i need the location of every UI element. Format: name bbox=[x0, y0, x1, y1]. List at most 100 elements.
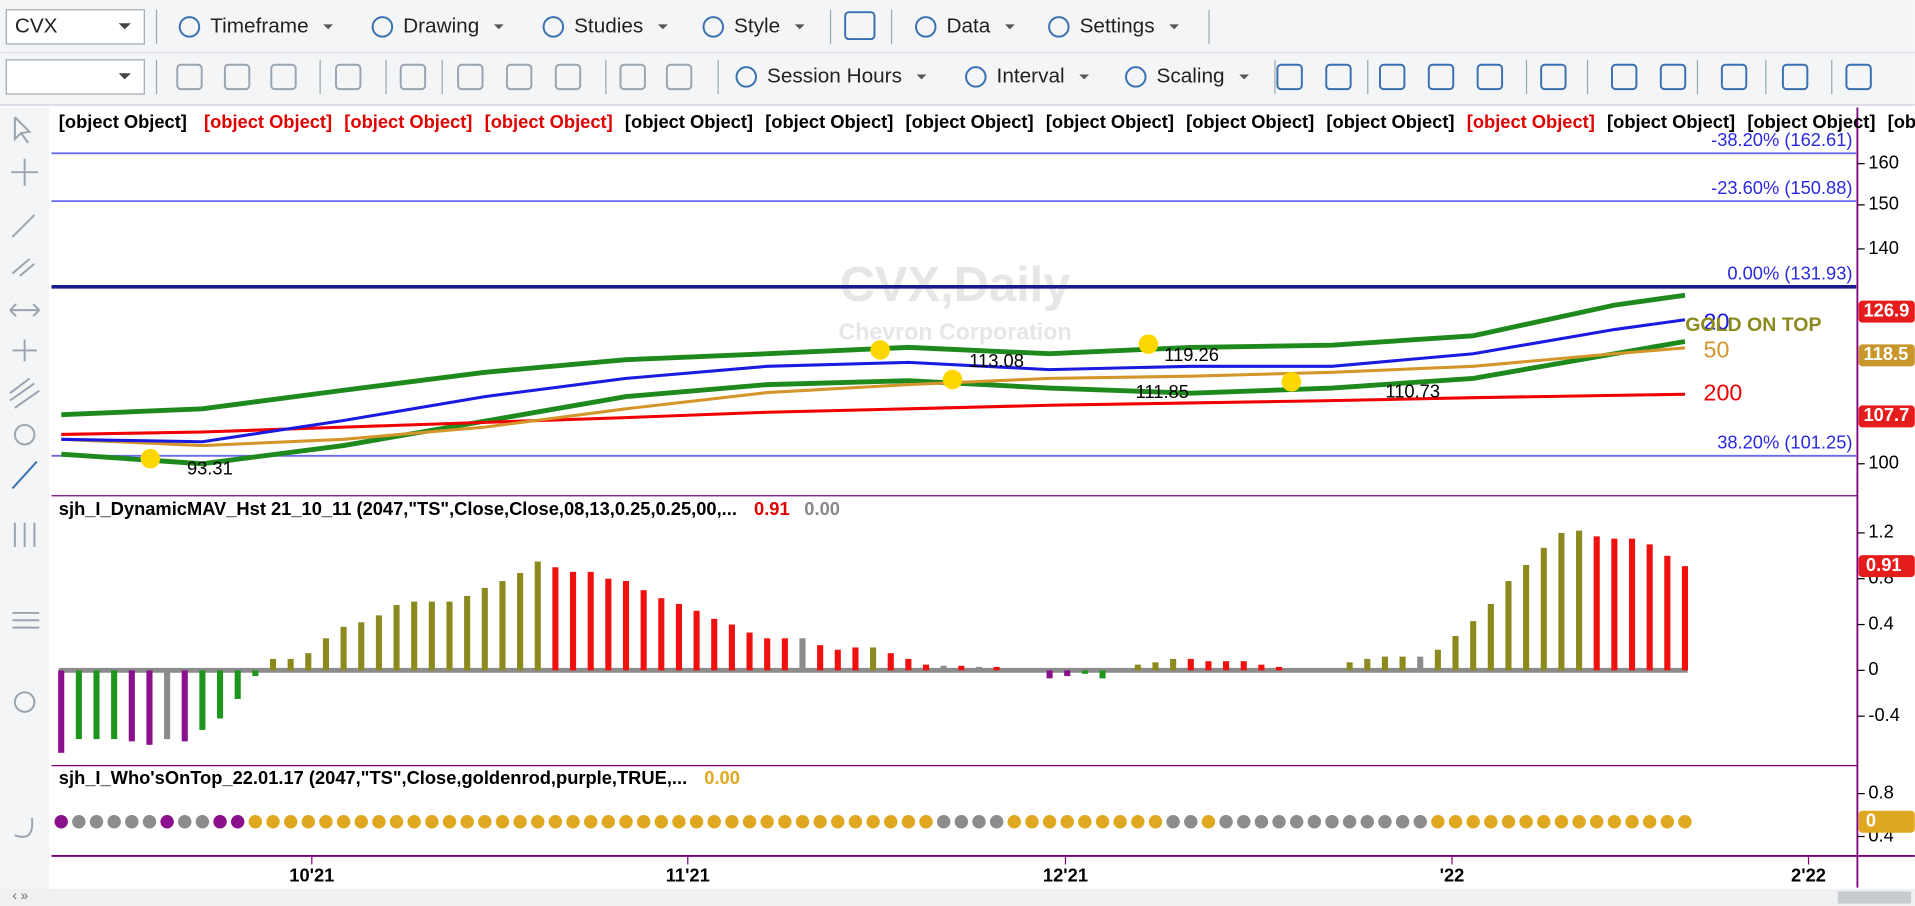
tool-icon[interactable] bbox=[11, 158, 39, 186]
menu-icon[interactable] bbox=[1048, 16, 1070, 38]
histogram-bar bbox=[146, 670, 153, 745]
tool-icon[interactable] bbox=[11, 258, 36, 277]
menu-icon[interactable] bbox=[178, 16, 201, 38]
dropdown-arrow bbox=[323, 24, 334, 30]
tool-icon[interactable] bbox=[1659, 63, 1687, 91]
histogram-bar bbox=[1487, 603, 1494, 671]
state-dot bbox=[795, 815, 810, 829]
dropdown-arrow bbox=[493, 24, 504, 30]
menu-icon[interactable] bbox=[702, 16, 725, 38]
state-dot bbox=[831, 815, 845, 829]
menu-icon[interactable] bbox=[965, 66, 987, 88]
histogram-bar bbox=[1399, 656, 1406, 671]
tool-icon[interactable] bbox=[13, 423, 36, 446]
tool-icon[interactable] bbox=[13, 691, 36, 713]
state-dot bbox=[866, 815, 880, 829]
tool-icon[interactable] bbox=[505, 63, 533, 91]
tool-icon[interactable] bbox=[1781, 63, 1809, 91]
state-dot bbox=[778, 815, 792, 829]
menu-item[interactable]: Data bbox=[947, 14, 991, 37]
histogram-bar bbox=[799, 638, 806, 671]
menu-icon[interactable] bbox=[371, 16, 394, 38]
menu-icon[interactable] bbox=[1125, 66, 1147, 88]
state-dot bbox=[1131, 815, 1145, 829]
tool-icon[interactable] bbox=[12, 339, 37, 362]
state-dot bbox=[1060, 815, 1074, 829]
value-marker-label: 0.91 bbox=[1866, 554, 1902, 575]
state-dot bbox=[230, 815, 245, 829]
histogram-bar bbox=[358, 622, 365, 671]
tool-icon[interactable] bbox=[457, 63, 484, 91]
tool-icon[interactable] bbox=[619, 63, 646, 91]
histogram-bar bbox=[1011, 668, 1018, 671]
scrollbar[interactable] bbox=[0, 888, 1915, 906]
left-tools bbox=[9, 116, 40, 838]
indicator-value: 0.91 bbox=[754, 498, 790, 519]
tool-icon[interactable] bbox=[1610, 63, 1638, 91]
histogram-bar bbox=[287, 658, 294, 671]
histogram-bar bbox=[1417, 656, 1424, 671]
state-dot bbox=[89, 815, 104, 829]
value-marker bbox=[1858, 810, 1915, 833]
state-dot bbox=[566, 815, 580, 829]
tool-icon[interactable] bbox=[1378, 63, 1406, 91]
histogram-bar bbox=[975, 666, 983, 671]
price-marker bbox=[1858, 405, 1915, 428]
layout-icon[interactable] bbox=[844, 11, 876, 41]
tool-icon[interactable] bbox=[1427, 63, 1455, 91]
tool-icon[interactable] bbox=[11, 214, 36, 238]
menu-icon[interactable] bbox=[542, 16, 565, 38]
tool-icon[interactable] bbox=[1325, 63, 1352, 91]
tool-icon[interactable] bbox=[9, 303, 40, 317]
tool-icon[interactable] bbox=[1476, 63, 1504, 91]
state-dot bbox=[372, 815, 386, 829]
fib-label: 0.00% (131.93) bbox=[1727, 262, 1852, 283]
scroll-arrows[interactable]: ‹ » bbox=[12, 888, 28, 903]
menu-item[interactable]: Settings bbox=[1080, 14, 1155, 37]
histogram-bar bbox=[464, 595, 471, 671]
tool-icon[interactable] bbox=[1540, 63, 1567, 91]
header-item: [object Object] bbox=[204, 111, 332, 132]
state-dot bbox=[1078, 815, 1092, 829]
tool-icon[interactable] bbox=[1845, 63, 1872, 91]
menu-item[interactable]: Studies bbox=[574, 14, 643, 37]
histogram-bar bbox=[1470, 621, 1477, 671]
tool-icon[interactable] bbox=[554, 63, 582, 91]
state-dot bbox=[1113, 815, 1127, 829]
scroll-thumb[interactable] bbox=[1837, 891, 1912, 904]
menu-item[interactable]: Session Hours bbox=[767, 64, 902, 87]
tool-icon[interactable] bbox=[14, 817, 34, 838]
histogram-bar bbox=[1576, 530, 1583, 671]
tool-icon[interactable] bbox=[12, 611, 40, 629]
tool-icon[interactable] bbox=[13, 522, 36, 548]
y-tick-label: 0 bbox=[1868, 658, 1878, 679]
tool-icon[interactable] bbox=[176, 63, 203, 91]
tool-icon[interactable] bbox=[11, 460, 38, 490]
tool-icon[interactable] bbox=[9, 377, 40, 409]
menu-item[interactable]: Style bbox=[734, 14, 780, 37]
tool-icon[interactable] bbox=[1276, 63, 1303, 91]
menu-item[interactable]: Interval bbox=[997, 64, 1065, 87]
symbol-box[interactable] bbox=[5, 9, 145, 45]
state-dot bbox=[301, 815, 316, 829]
menu-item[interactable]: Scaling bbox=[1157, 64, 1225, 87]
tool-icon[interactable] bbox=[223, 63, 251, 91]
header-item: [object Object] bbox=[59, 111, 187, 132]
tool-icon[interactable] bbox=[665, 63, 693, 91]
menu-item[interactable]: Timeframe bbox=[210, 14, 308, 37]
swing-point bbox=[1138, 334, 1159, 354]
tool-icon[interactable] bbox=[13, 116, 32, 144]
histogram-bar bbox=[1558, 532, 1565, 671]
tool-icon[interactable] bbox=[1720, 63, 1748, 91]
state-dot bbox=[319, 815, 333, 829]
swing-label: 119.26 bbox=[1164, 344, 1219, 365]
menu-icon[interactable] bbox=[735, 66, 758, 88]
dropdown-arrow bbox=[1005, 24, 1015, 30]
menu-icon[interactable] bbox=[915, 16, 937, 38]
tool-icon[interactable] bbox=[270, 63, 297, 91]
tool-icon[interactable] bbox=[335, 63, 362, 91]
tool-icon[interactable] bbox=[399, 63, 427, 91]
menu-item[interactable]: Drawing bbox=[403, 14, 479, 37]
interval-box[interactable] bbox=[5, 59, 145, 95]
